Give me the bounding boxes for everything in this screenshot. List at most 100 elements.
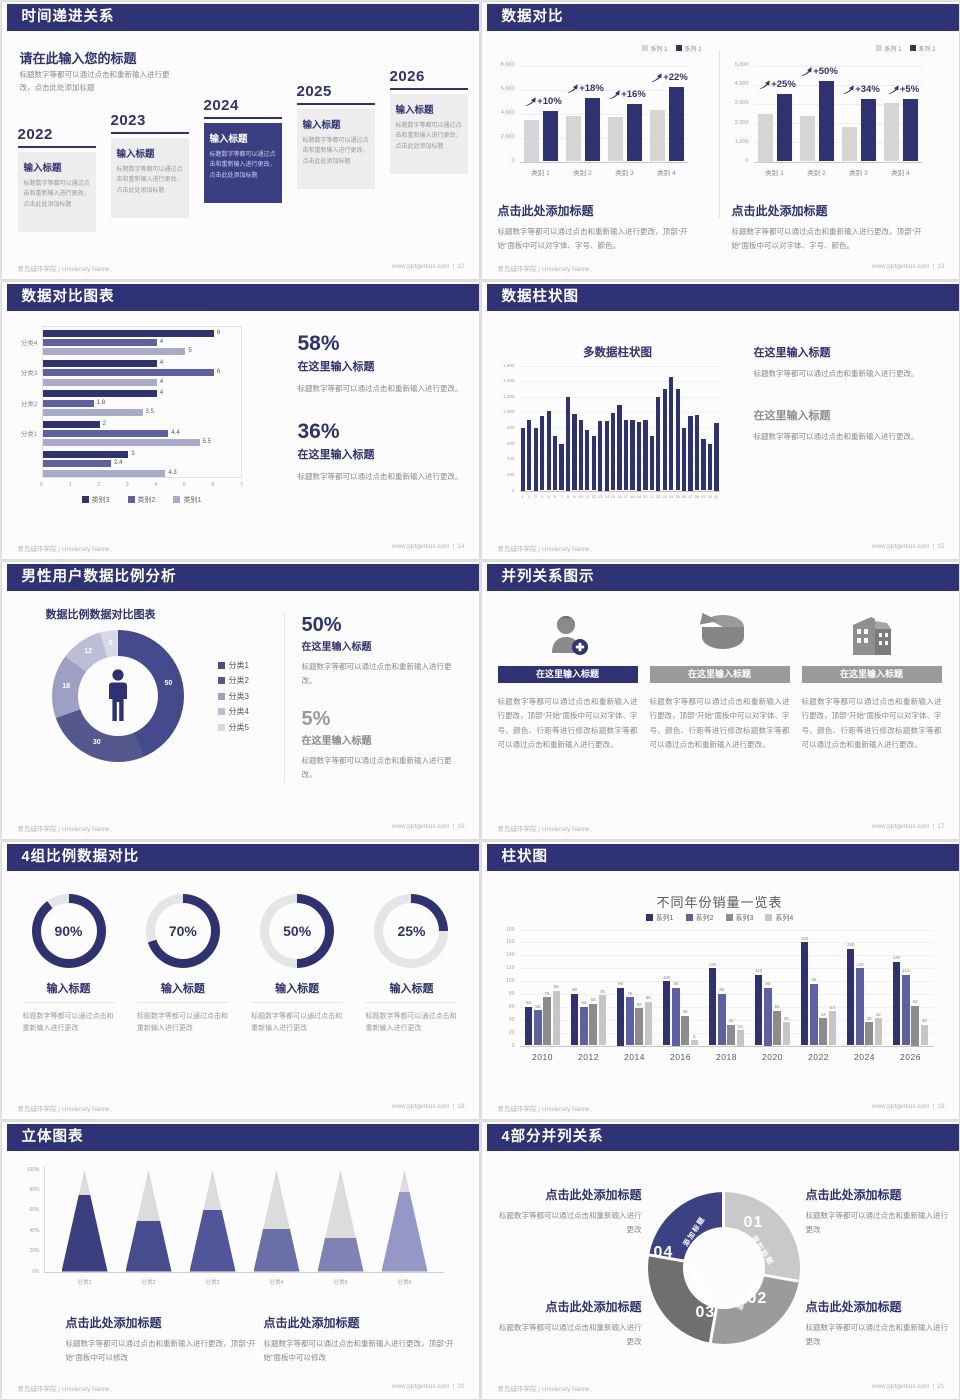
year-label: 2023 [110,111,146,129]
value-label: 68 [645,995,651,1001]
slide-14-comparison-chart[interactable]: 数据对比图表 分类4 6 4 5 分类3 4 6 4 分类2 4 1.8 3.5 分类1 2 4.4 5.5 3… [1,281,479,559]
slide-13-data-comparison[interactable]: 数据对比 系列 1 系列 2 0 2,000 4,000 6,000 8,000 +10% 类别… [481,1,959,279]
slide-17-parallel-relations[interactable]: 并列关系图示 在这里输入标题 标题数字等都可以通过点击和重新输入进行更改，顶部“… [481,561,959,839]
footer-right: www.pptgenius.com | 12 [392,263,465,273]
footer-right: www.pptgenius.com | 16 [392,823,465,833]
value-label: 80 [719,987,725,993]
slide-20-3d-chart[interactable]: 立体图表 0% 20% 40% 60% 80% 100% 分类1 分类2 分类3 分类4 分类5 分类… [1,1121,479,1399]
slide-footer: 青岛城市学院 | University Name www.pptgenius.c… [498,543,945,553]
bar [920,1024,928,1046]
divider [251,1001,344,1003]
stat-percent: 50% [301,613,342,636]
caption-top-right: 点击此处添加标题 标题数字等都可以通过点击和重新输入进行更改 [806,1186,954,1238]
caption-top-left: 点击此处添加标题 标题数字等都可以通过点击和重新输入进行更改 [494,1186,642,1238]
banner-title: 在这里输入标题 [649,665,790,683]
value-label: 110 [902,968,910,974]
bar [902,99,918,162]
slice-label: 30 [92,738,101,746]
value-label: 4 [159,338,164,345]
slide-15-column-chart[interactable]: 数据柱状图 多数据柱状图 0 200 400 600 800 1,000 1,200 1,400… [481,281,959,559]
value-label: 42 [820,1011,826,1017]
caption-title: 点击此处添加标题 [805,1299,902,1314]
timeline-card-2022: 2022 输入标题 标题数字等都可以通过点击和重新输入进行更改，点击此处添加标题 [17,126,96,232]
cone [253,1169,300,1272]
section-intro: 标题数字等都可以通过点击和重新输入进行更改，点击此处添加标题 [19,69,170,93]
bar [782,1022,790,1046]
divider [365,1001,458,1003]
slice-label: 50 [164,680,173,688]
slide-footer: 青岛城市学院 | University Name www.pptgenius.c… [498,1103,945,1113]
slice-label: 5 [108,639,113,647]
timeline-card-2025: 2025 输入标题 标题数字等都可以通过点击和重新输入进行更改，点击此处添加标题 [296,83,375,189]
footer-left: 青岛城市学院 | University Name [497,825,590,833]
bar [701,438,706,491]
slide-footer: 青岛城市学院 | University Name www.pptgenius.c… [18,543,465,553]
page-number: 19 [937,1102,945,1110]
bar-chart-left: 系列 1 系列 2 0 2,000 4,000 6,000 8,000 +10% 类别 1 +18… [494,45,702,198]
divider [283,611,285,782]
bar [42,451,129,459]
chart-title: 数据比例数据对比图表 [45,608,156,621]
bar [626,103,642,162]
column-body: 标题数字等都可以通过点击和重新输入进行更改，顶部“开始”面板中可以对字体、字号、… [497,696,638,750]
caption-body: 标题数字等都可以通过点击和重新输入进行更改 [805,1210,949,1234]
footer-right: www.pptgenius.com | 21 [872,1383,945,1393]
progress-ring: 90% [31,893,106,968]
bar [773,1010,781,1046]
slide-19-bar-chart[interactable]: 柱状图 不同年份销量一览表 系列1 系列2 系列3 系列4 0 20 40 60 80 100 120… [481,841,959,1119]
segment-number-04: 04 [653,1243,674,1261]
bar [533,428,538,491]
slide-title: 时间递进关系 [21,8,115,25]
slide-21-four-parts[interactable]: 4部分并列关系 01 02 03 04 添加标题 添加标题 添加标题 添加标题 … [481,1121,959,1399]
legend-item: 分类3 [217,691,249,702]
bar [776,94,792,162]
bar [42,378,157,386]
value-label: 4.3 [168,469,177,476]
horizontal-bar-chart: 分类4 6 4 5 分类3 4 6 4 分类2 4 1.8 3.5 分类1 2 4.4 5.5 3 2.4 4.3 0… [12,322,270,518]
slide-header: 男性用户数据比例分析 [6,563,479,591]
slide-title: 数据柱状图 [501,288,579,305]
value-label: 120 [856,961,864,967]
multi-column-chart: 多数据柱状图 0 200 400 600 800 1,000 1,200 1,400 1,600 1… [494,344,739,516]
page-number: 21 [937,1382,945,1390]
slide-title: 男性用户数据比例分析 [21,568,177,585]
slide-16-male-ratio-analysis[interactable]: 男性用户数据比例分析 数据比例数据对比图表 50 30 18 12 5 分类1 分类2 分类3… [1,561,479,839]
section-heading: 请在此输入您的标题 [19,50,137,66]
bar [42,439,200,447]
bar [810,983,818,1046]
bar [799,116,815,162]
column-3: 在这里输入标题 标题数字等都可以通过点击和重新输入进行更改，顶部“开始”面板中可… [801,602,942,754]
block-body: 标题数字等都可以通过点击和重新输入进行更改。 [753,368,919,378]
footer-left: 青岛城市学院 | University Name [497,1385,590,1393]
cone-chart: 0% 20% 40% 60% 80% 100% 分类1 分类2 分类3 分类4 分类5 分类6 [14,1160,464,1302]
page-number: 13 [937,262,945,270]
value-label: 65 [590,997,596,1003]
left-panel: 系列 1 系列 2 0 2,000 4,000 6,000 8,000 +10% 类别 1 +18… [494,45,716,254]
bar [649,109,665,162]
slide-title: 4组比例数据对比 [21,848,140,865]
caption-body: 标题数字等都可以通过点击和重新输入进行更改，顶部“开始”面板中可以对字体、字号、… [497,226,688,250]
stat-title: 在这里输入标题 [297,448,375,461]
slide-12-time-progression[interactable]: 时间递进关系 请在此输入您的标题 标题数字等都可以通过点击和重新输入进行更改，点… [1,1,479,279]
timeline-card-2024-highlight: 2024 输入标题 标题数字等都可以通过点击和重新输入进行更改，点击此处添加标题 [203,96,282,203]
year-label: 2024 [203,96,239,114]
text-column: 在这里输入标题 标题数字等都可以通过点击和重新输入进行更改。 在这里输入标题 标… [754,344,944,471]
ring-item: 50% 输入标题 标题数字等都可以通过点击和重新输入进行更改 [246,893,348,1037]
slide-18-four-ratio-comparison[interactable]: 4组比例数据对比 90% 输入标题 标题数字等都可以通过点击和重新输入进行更改 … [1,841,479,1119]
male-icon [104,668,132,723]
progress-ring: 50% [260,893,335,968]
bar [540,416,545,491]
item-title: 输入标题 [160,982,205,995]
bar [688,415,693,491]
bar [584,97,600,162]
item-body: 标题数字等都可以通过点击和重新输入进行更改 [365,1012,457,1033]
item-title: 输入标题 [275,982,320,995]
value-label: 130 [892,955,901,961]
bar [607,117,623,162]
footer-left: 青岛城市学院 | University Name [17,1385,110,1393]
yearly-sales-chart: 不同年份销量一览表 系列1 系列2 系列3 系列4 0 20 40 60 80 100 120 140 1… [494,892,946,1072]
divider [296,102,375,105]
value-label: 75 [544,990,550,996]
value-label: 36 [866,1015,872,1021]
bar [801,942,809,1046]
